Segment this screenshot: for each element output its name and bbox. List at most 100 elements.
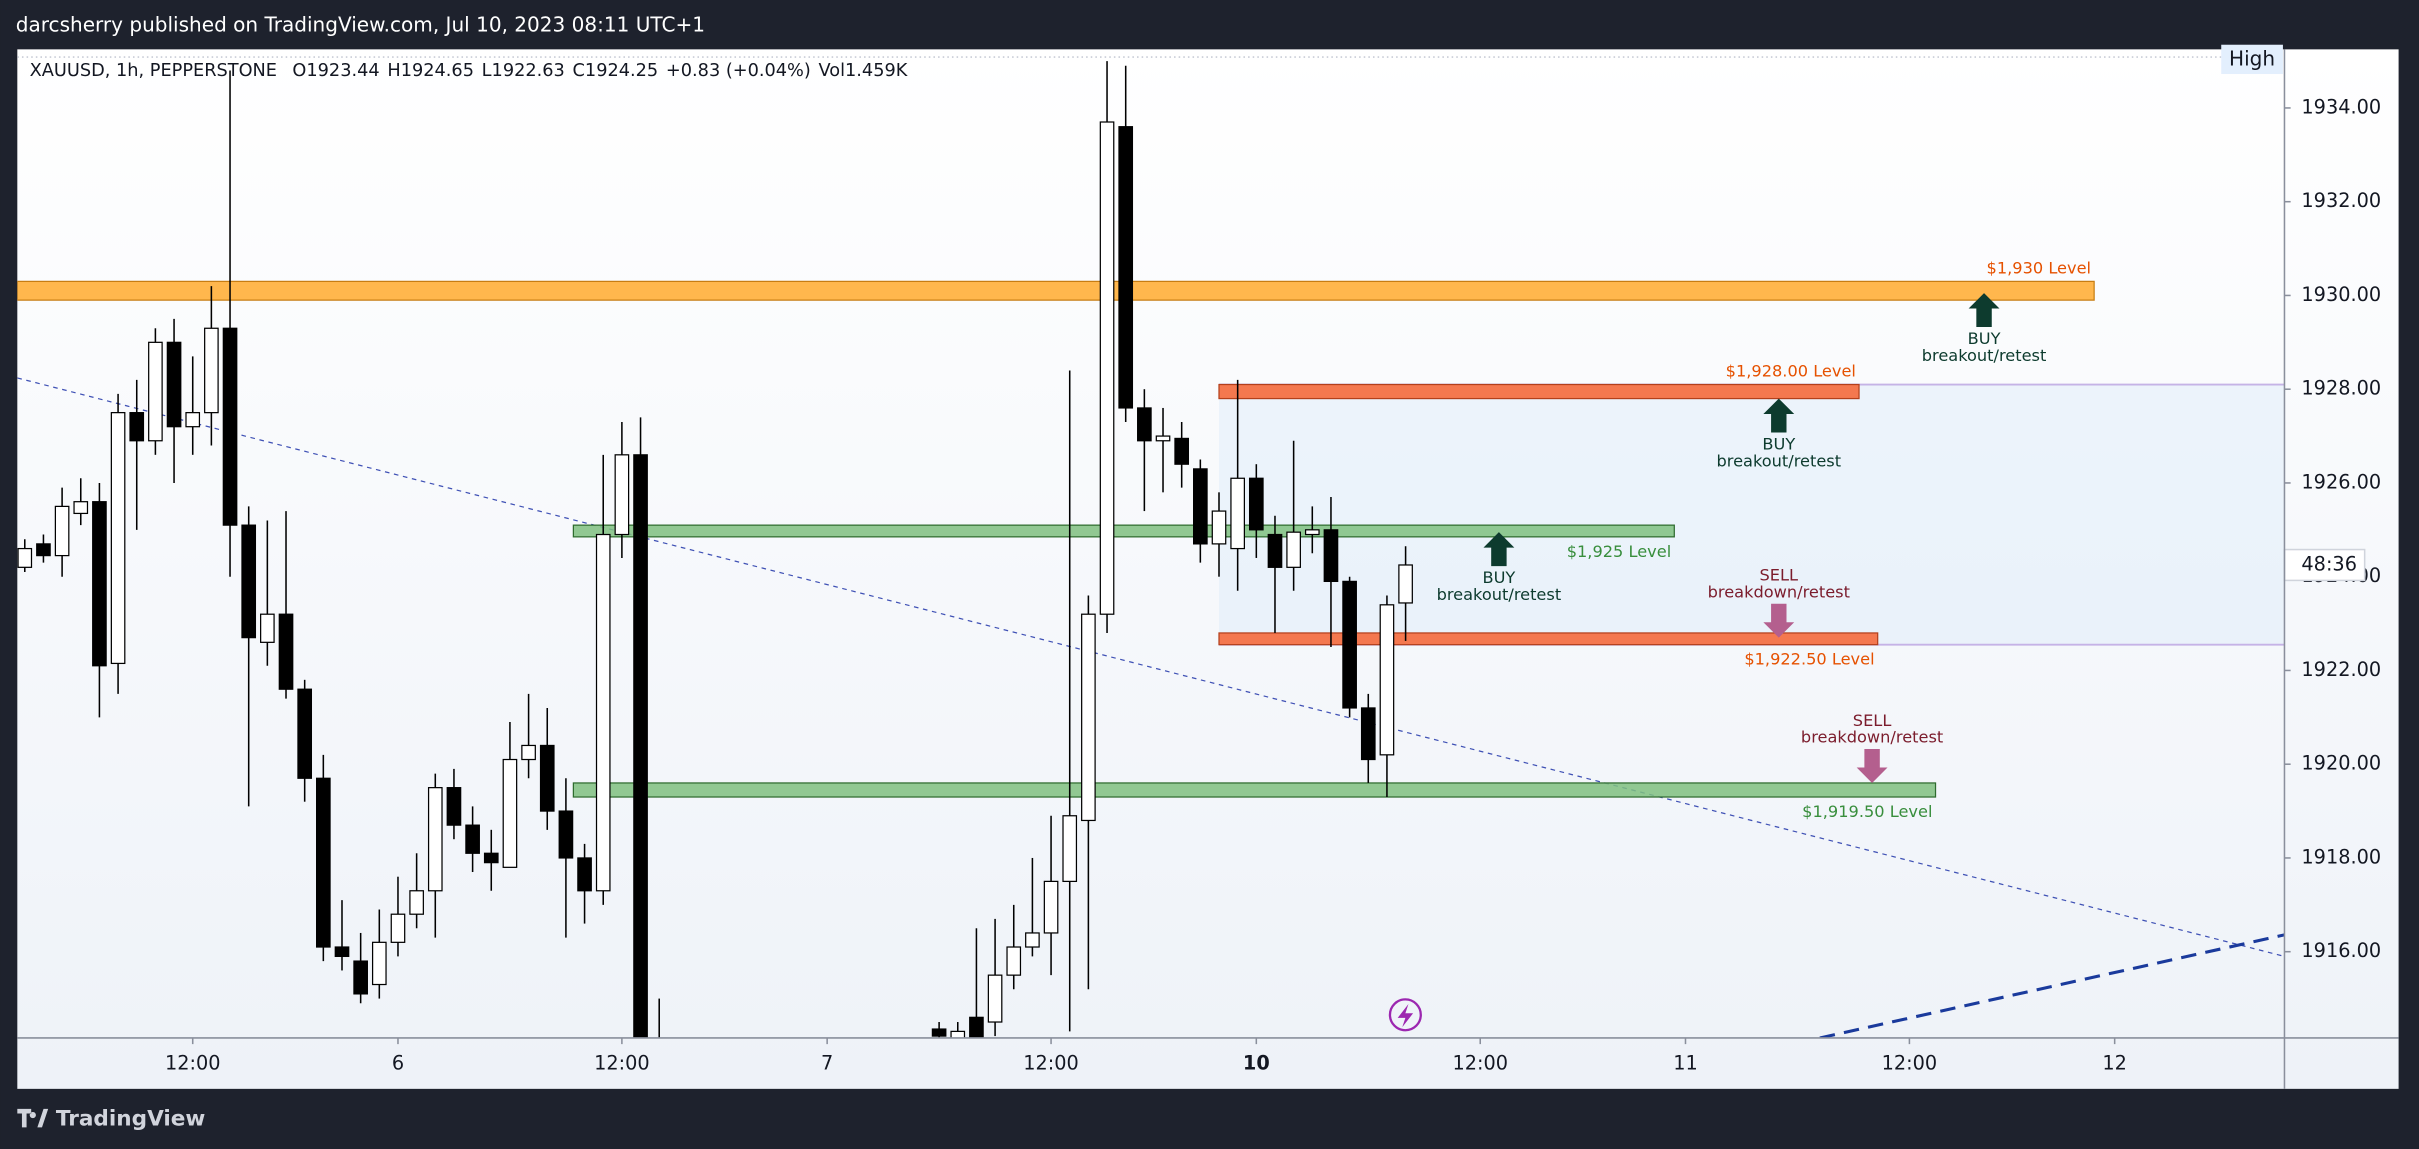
candle-body xyxy=(465,824,480,854)
y-tick-label: 1918.00 xyxy=(2301,845,2381,868)
candle-body xyxy=(969,1016,984,1038)
candle-body xyxy=(1248,477,1264,531)
brand-logo xyxy=(17,1108,49,1128)
high-label-box xyxy=(2221,44,2283,75)
candle-body xyxy=(222,327,238,526)
candle-body xyxy=(54,505,70,557)
countdown: 48:36 xyxy=(2301,552,2357,575)
candle-body xyxy=(502,758,518,868)
candle-body xyxy=(17,547,33,568)
candle-body xyxy=(1230,477,1245,550)
candle-body xyxy=(1137,407,1152,442)
x-tick-label: 12:00 xyxy=(1023,1052,1079,1075)
candle-body xyxy=(1155,435,1171,442)
candle-body xyxy=(1099,121,1115,615)
y-tick-label: 1920.00 xyxy=(2301,752,2381,775)
level-zone xyxy=(1218,383,1860,400)
candle-body xyxy=(931,1028,947,1037)
legend-item: Vol1.459K xyxy=(819,61,908,81)
candle-body xyxy=(353,960,368,995)
y-tick-label: 1932.00 xyxy=(2301,189,2381,212)
candle-body xyxy=(1360,707,1376,761)
candle-body xyxy=(633,454,648,1038)
candle-body xyxy=(1062,815,1078,883)
countdown-box xyxy=(2283,548,2366,582)
candle-body xyxy=(297,688,313,779)
candle-body xyxy=(521,744,536,761)
signal-subtext: breakout/retest xyxy=(1922,346,2047,365)
candle-body xyxy=(427,787,443,892)
candle-body xyxy=(1193,468,1208,545)
candle-body xyxy=(1081,613,1096,822)
candle-body xyxy=(1342,580,1357,709)
candle-body xyxy=(204,327,219,414)
level-zone xyxy=(572,782,1937,798)
candle-body xyxy=(148,341,163,442)
legend-item: O1923.44 xyxy=(292,61,379,81)
candle-body xyxy=(390,913,406,943)
legend-item: C1924.25 xyxy=(573,61,659,81)
candle-body xyxy=(92,501,107,667)
candle-body xyxy=(73,501,89,515)
candle-body xyxy=(409,890,424,915)
signal-subtext: breakdown/retest xyxy=(1708,582,1850,601)
candle-body xyxy=(446,787,462,826)
brand: TradingView xyxy=(56,1107,206,1132)
x-tick-label: 7 xyxy=(821,1052,833,1075)
candle-body xyxy=(577,857,592,892)
candle-body xyxy=(1174,437,1190,465)
level-label: $1,930 Level xyxy=(1987,259,2092,278)
signal-text: BUY xyxy=(1762,434,1795,453)
x-tick-label: 10 xyxy=(1243,1052,1270,1075)
candle-body xyxy=(316,777,331,948)
overlay: XAUUSD, 1h, PEPPERSTONE O1923.44 H1924.65 L… xyxy=(30,44,2381,1075)
y-tick-label: 1922.00 xyxy=(2301,658,2381,681)
legend: XAUUSD, 1h, PEPPERSTONE O1923.44 H1924.65 L… xyxy=(30,61,908,81)
level-label: $1,925 Level xyxy=(1567,542,1672,561)
signal-subtext: breakout/retest xyxy=(1717,451,1842,470)
candle-body xyxy=(1267,533,1283,568)
trend-line xyxy=(17,377,2285,957)
candle-body xyxy=(1304,529,1320,536)
level-zone xyxy=(17,280,2095,301)
event-icon[interactable] xyxy=(1388,998,1422,1032)
signal-subtext: breakout/retest xyxy=(1437,585,1562,604)
legend-item: XAUUSD, 1h, PEPPERSTONE xyxy=(30,61,277,81)
x-tick-label: 12 xyxy=(2102,1052,2127,1075)
signal-arrow xyxy=(1763,603,1795,638)
candle-body xyxy=(483,852,499,864)
candle-body xyxy=(166,341,182,428)
signal-text: BUY xyxy=(1968,329,2001,348)
signal-arrow xyxy=(1856,749,1888,783)
level-label: $1,922.50 Level xyxy=(1744,650,1874,669)
candle-body xyxy=(241,524,257,639)
legend-item: H1924.65 xyxy=(387,61,474,81)
y-tick-label: 1934.00 xyxy=(2301,95,2381,118)
header: darcsherry published on TradingView.com,… xyxy=(16,13,705,37)
x-tick-label: 12:00 xyxy=(1452,1052,1508,1075)
level-label: $1,928.00 Level xyxy=(1726,362,1856,381)
level-label: $1,919.50 Level xyxy=(1802,802,1932,821)
candle-body xyxy=(1118,126,1134,409)
candle-body xyxy=(614,454,630,536)
level-zone xyxy=(1218,632,1879,646)
candle-body xyxy=(129,412,145,442)
x-tick-label: 11 xyxy=(1673,1052,1698,1075)
candle-body xyxy=(1379,604,1395,756)
candle-body xyxy=(371,941,387,986)
level-zone xyxy=(572,524,1675,538)
x-tick-label: 12:00 xyxy=(1882,1052,1938,1075)
candle-body xyxy=(1211,510,1227,545)
candle-body xyxy=(558,810,574,859)
candle-body xyxy=(950,1030,966,1038)
candle-body xyxy=(1006,946,1022,976)
candle-body xyxy=(278,613,294,690)
candle-body xyxy=(1323,529,1339,583)
candle-body xyxy=(36,543,51,557)
y-tick-label: 1930.00 xyxy=(2301,283,2381,306)
signal-subtext: breakdown/retest xyxy=(1801,728,1943,747)
candle-body xyxy=(1398,564,1413,604)
candle-body xyxy=(110,412,126,665)
